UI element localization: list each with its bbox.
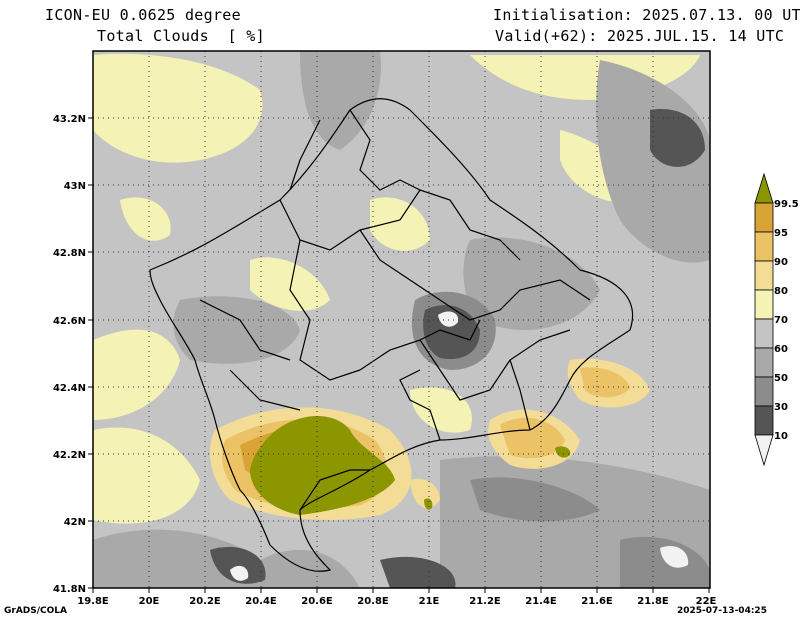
colorbar-labels: 99.5 95 90 80 70 60 50 30 10	[774, 199, 799, 442]
lon-axis: 19.8E 20E 20.2E 20.4E 20.6E 20.8E 21E 21…	[77, 588, 717, 607]
colorbar-swatch	[754, 376, 774, 407]
variable-title: Total Clouds [ %]	[97, 27, 265, 45]
colorbar-label: 60	[774, 344, 788, 355]
lat-tick: 41.8N	[53, 584, 86, 595]
cloud-field	[93, 51, 710, 588]
colorbar-swatch	[754, 289, 774, 320]
credit-left: GrADS/COLA	[4, 606, 67, 616]
lon-tick: 21.2E	[469, 596, 501, 607]
lon-tick: 20.8E	[357, 596, 389, 607]
lat-tick: 42.8N	[53, 248, 86, 259]
colorbar-swatch	[754, 347, 774, 378]
lon-tick: 21.6E	[581, 596, 613, 607]
init-time: Initialisation: 2025.07.13. 00 UTC	[493, 6, 800, 24]
model-title: ICON-EU 0.0625 degree	[45, 6, 241, 24]
colorbar-label: 10	[774, 431, 788, 442]
lat-tick: 42.4N	[53, 383, 86, 394]
lon-tick: 21.8E	[637, 596, 669, 607]
admin-borders	[149, 98, 634, 572]
colorbar-label: 80	[774, 286, 788, 297]
lat-tick: 42N	[64, 517, 86, 528]
credit-right: 2025-07-13-04:25	[677, 606, 767, 616]
colorbar-label: 70	[774, 315, 788, 326]
lat-tick: 43.2N	[53, 114, 86, 125]
colorbar-bottom-arrow	[754, 434, 774, 467]
colorbar-label: 90	[774, 257, 788, 268]
colorbar-top-arrow	[754, 172, 774, 204]
colorbar-swatch	[754, 202, 774, 233]
lon-tick: 20E	[139, 596, 160, 607]
lon-tick: 20.4E	[245, 596, 277, 607]
lon-tick: 21E	[419, 596, 440, 607]
colorbar	[754, 172, 774, 467]
colorbar-label: 99.5	[774, 199, 799, 210]
colorbar-swatch	[754, 260, 774, 291]
lon-tick: 21.4E	[525, 596, 557, 607]
colorbar-swatch	[754, 405, 774, 436]
lat-tick: 42.6N	[53, 316, 86, 327]
colorbar-label: 50	[774, 373, 788, 384]
valid-time: Valid(+62): 2025.JUL.15. 14 UTC	[495, 27, 785, 45]
lon-tick: 20.2E	[189, 596, 221, 607]
lon-tick: 22E	[696, 596, 717, 607]
lon-tick: 20.6E	[301, 596, 333, 607]
lat-axis: 41.8N 42N 42.2N 42.4N 42.6N 42.8N 43N 43…	[53, 114, 93, 595]
colorbar-swatch	[754, 231, 774, 262]
lon-tick: 19.8E	[77, 596, 109, 607]
colorbar-label: 95	[774, 228, 788, 239]
lat-tick: 42.2N	[53, 450, 86, 461]
lat-tick: 43N	[64, 181, 86, 192]
colorbar-swatch	[754, 318, 774, 349]
colorbar-label: 30	[774, 402, 788, 413]
